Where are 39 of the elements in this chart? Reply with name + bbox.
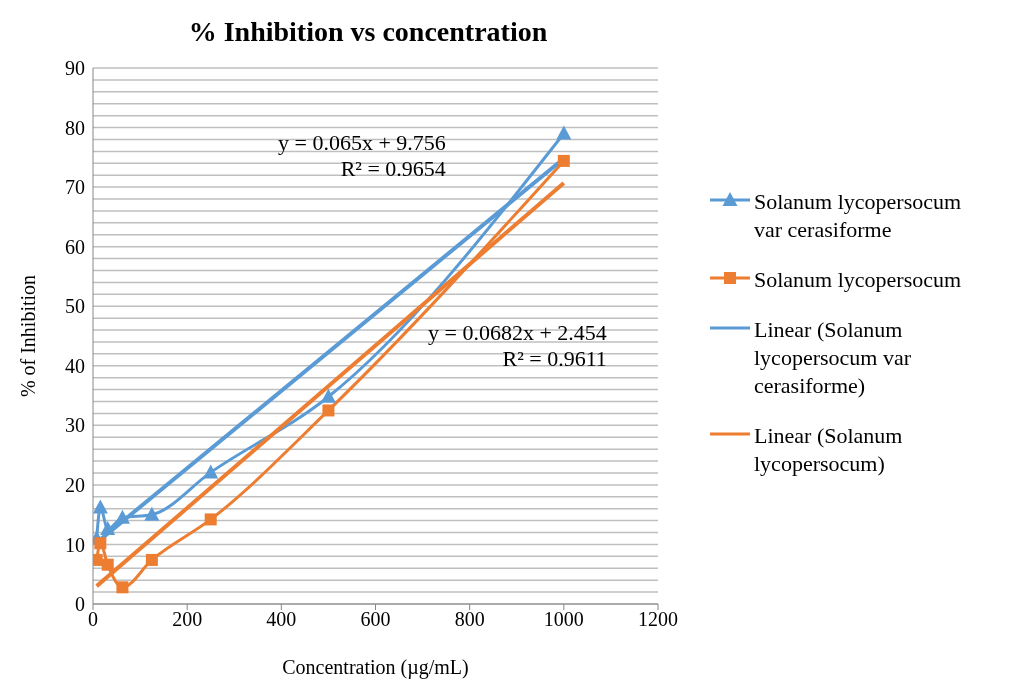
y-tick-label: 50	[65, 295, 85, 318]
point	[322, 404, 335, 417]
y-tick-label: 70	[65, 176, 85, 199]
point	[204, 513, 217, 526]
legend-label: Solanum lycopersocum var cerasiforme	[754, 188, 963, 244]
point	[93, 499, 108, 514]
y-tick-label: 20	[65, 473, 85, 496]
legend-label: Linear (Solanum lycopersocum var cerasiforme)	[754, 316, 912, 400]
point	[101, 558, 114, 571]
point	[100, 520, 116, 535]
annotation: y = 0.0682x + 2.454 R² = 0.9611	[428, 320, 607, 372]
legend-label: Solanum lycopersocum	[754, 266, 962, 294]
y-tick-label: 60	[65, 235, 85, 258]
x-tick-label: 800	[454, 608, 485, 631]
point	[556, 125, 572, 140]
x-tick-label: 600	[360, 608, 391, 631]
point	[145, 553, 158, 566]
y-tick-label: 40	[65, 354, 85, 377]
y-tick-label: 90	[65, 57, 85, 80]
point	[94, 537, 107, 550]
y-axis-title: % of Inhibition	[17, 274, 40, 398]
y-tick-label: 10	[65, 533, 85, 556]
point	[320, 388, 336, 403]
x-tick-label: 1000	[543, 608, 584, 631]
legend-label: Linear (Solanum lycopersocum)	[754, 422, 904, 478]
x-axis-title: Concentration (µg/mL)	[282, 656, 469, 679]
y-tick-label: 0	[75, 593, 85, 616]
point	[203, 464, 219, 479]
y-tick-label: 80	[65, 116, 85, 139]
chart-title: % Inhibition vs concentration	[187, 16, 549, 48]
point	[116, 581, 129, 594]
point	[114, 509, 130, 524]
point	[557, 154, 570, 167]
point	[144, 506, 160, 521]
x-tick-label: 400	[266, 608, 297, 631]
x-tick-label: 200	[172, 608, 203, 631]
annotation: y = 0.065x + 9.756 R² = 0.9654	[278, 130, 446, 182]
y-tick-label: 30	[65, 414, 85, 437]
x-tick-label: 1200	[638, 608, 678, 631]
